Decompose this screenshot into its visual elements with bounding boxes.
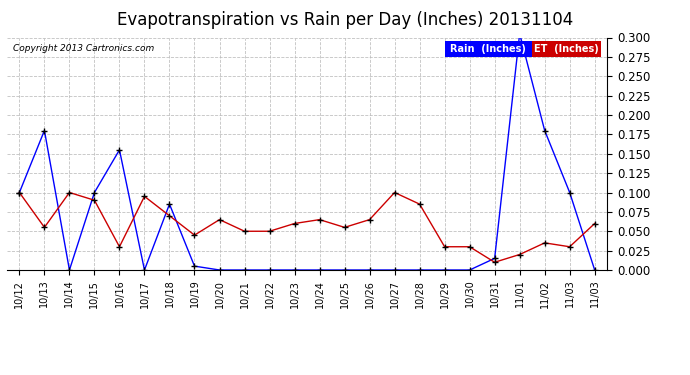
- FancyBboxPatch shape: [445, 41, 532, 57]
- FancyBboxPatch shape: [532, 41, 601, 57]
- Text: Copyright 2013 Cartronics.com: Copyright 2013 Cartronics.com: [13, 45, 154, 54]
- Text: Evapotranspiration vs Rain per Day (Inches) 20131104: Evapotranspiration vs Rain per Day (Inch…: [117, 11, 573, 29]
- Text: Rain  (Inches): Rain (Inches): [451, 44, 526, 54]
- Text: ET  (Inches): ET (Inches): [534, 44, 599, 54]
